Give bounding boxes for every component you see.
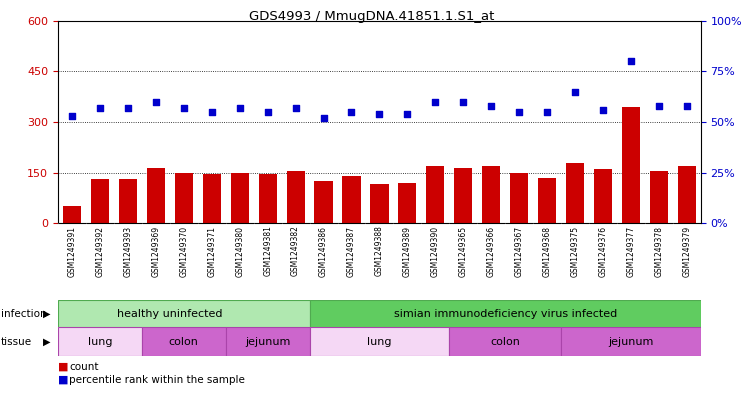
Bar: [678, 166, 696, 223]
Bar: [91, 179, 109, 223]
Point: [318, 115, 330, 121]
Text: colon: colon: [490, 336, 520, 347]
Bar: [449, 327, 561, 356]
Point: [541, 109, 553, 115]
Bar: [594, 169, 612, 223]
Point: [234, 105, 246, 111]
Point: [485, 103, 497, 109]
Point: [150, 99, 161, 105]
Bar: [63, 206, 81, 223]
Point: [66, 113, 78, 119]
Bar: [398, 183, 417, 223]
Text: count: count: [69, 362, 99, 372]
Point: [681, 103, 693, 109]
Bar: [286, 171, 305, 223]
Text: ■: ■: [58, 362, 68, 372]
Text: GSM1249391: GSM1249391: [68, 226, 77, 277]
Text: ▶: ▶: [43, 309, 51, 319]
Text: GDS4993 / MmugDNA.41851.1.S1_at: GDS4993 / MmugDNA.41851.1.S1_at: [249, 10, 495, 23]
Bar: [622, 107, 640, 223]
Bar: [310, 327, 449, 356]
Text: healthy uninfected: healthy uninfected: [117, 309, 222, 319]
Bar: [566, 162, 584, 223]
Bar: [147, 167, 165, 223]
Text: GSM1249387: GSM1249387: [347, 226, 356, 277]
Text: GSM1249382: GSM1249382: [291, 226, 300, 276]
Text: lung: lung: [368, 336, 391, 347]
Text: GSM1249386: GSM1249386: [319, 226, 328, 277]
Text: GSM1249371: GSM1249371: [208, 226, 217, 277]
Bar: [561, 327, 701, 356]
Point: [94, 105, 106, 111]
Text: GSM1249381: GSM1249381: [263, 226, 272, 276]
Text: GSM1249376: GSM1249376: [598, 226, 608, 277]
Text: GSM1249393: GSM1249393: [124, 226, 132, 277]
Text: GSM1249370: GSM1249370: [179, 226, 188, 277]
Text: jejunum: jejunum: [245, 336, 290, 347]
Bar: [454, 167, 472, 223]
Point: [625, 58, 637, 64]
Text: colon: colon: [169, 336, 199, 347]
Text: GSM1249390: GSM1249390: [431, 226, 440, 277]
Bar: [259, 174, 277, 223]
Text: GSM1249369: GSM1249369: [151, 226, 161, 277]
Bar: [650, 171, 668, 223]
Text: GSM1249377: GSM1249377: [626, 226, 635, 277]
Point: [206, 109, 218, 115]
Point: [513, 109, 525, 115]
Point: [373, 111, 385, 117]
Text: jejunum: jejunum: [609, 336, 654, 347]
Point: [429, 99, 441, 105]
Bar: [119, 179, 137, 223]
Point: [458, 99, 469, 105]
Point: [178, 105, 190, 111]
Bar: [310, 300, 701, 327]
Text: GSM1249379: GSM1249379: [682, 226, 691, 277]
Text: GSM1249365: GSM1249365: [459, 226, 468, 277]
Bar: [225, 327, 310, 356]
Bar: [371, 184, 388, 223]
Point: [569, 88, 581, 95]
Point: [653, 103, 665, 109]
Text: GSM1249388: GSM1249388: [375, 226, 384, 276]
Text: GSM1249366: GSM1249366: [487, 226, 496, 277]
Text: GSM1249368: GSM1249368: [542, 226, 551, 277]
Text: percentile rank within the sample: percentile rank within the sample: [69, 375, 245, 385]
Bar: [231, 173, 248, 223]
Text: GSM1249375: GSM1249375: [571, 226, 580, 277]
Bar: [342, 176, 361, 223]
Point: [122, 105, 134, 111]
Bar: [142, 327, 225, 356]
Text: ▶: ▶: [43, 336, 51, 347]
Text: GSM1249367: GSM1249367: [515, 226, 524, 277]
Bar: [202, 174, 221, 223]
Text: tissue: tissue: [1, 336, 32, 347]
Bar: [58, 327, 142, 356]
Bar: [58, 300, 310, 327]
Bar: [538, 178, 557, 223]
Text: ■: ■: [58, 375, 68, 385]
Text: GSM1249389: GSM1249389: [403, 226, 412, 277]
Bar: [315, 181, 333, 223]
Point: [345, 109, 357, 115]
Point: [597, 107, 609, 113]
Text: GSM1249378: GSM1249378: [655, 226, 664, 277]
Text: GSM1249392: GSM1249392: [95, 226, 104, 277]
Point: [262, 109, 274, 115]
Bar: [426, 166, 444, 223]
Bar: [510, 173, 528, 223]
Point: [402, 111, 414, 117]
Text: GSM1249380: GSM1249380: [235, 226, 244, 277]
Bar: [482, 166, 500, 223]
Point: [289, 105, 301, 111]
Text: simian immunodeficiency virus infected: simian immunodeficiency virus infected: [394, 309, 617, 319]
Bar: [175, 173, 193, 223]
Text: infection: infection: [1, 309, 46, 319]
Text: lung: lung: [88, 336, 112, 347]
